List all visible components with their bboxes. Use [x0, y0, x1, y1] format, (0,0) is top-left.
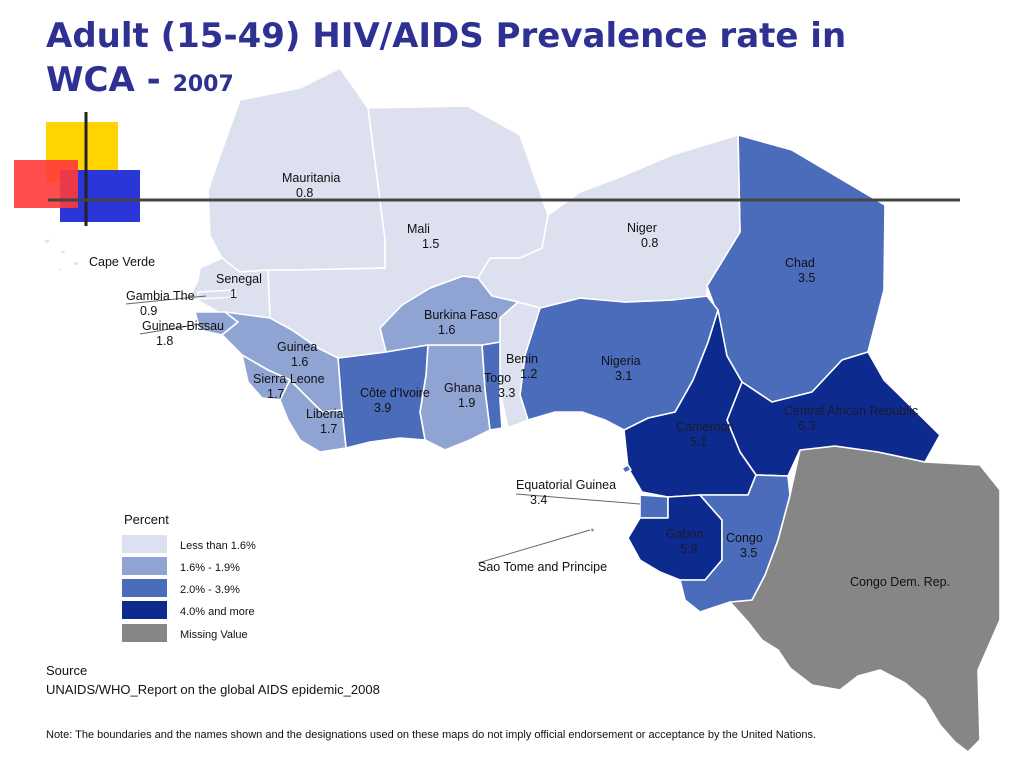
- legend-swatch: [122, 579, 167, 597]
- region-bioko-island: [621, 464, 632, 474]
- legend-swatch: [122, 601, 167, 619]
- disclaimer-note: Note: The boundaries and the names shown…: [46, 729, 817, 741]
- source-text: UNAIDS/WHO_Report on the global AIDS epi…: [46, 682, 380, 697]
- label-sao-tome: Sao Tome and Principe: [478, 560, 608, 574]
- title-year: 2007: [172, 72, 234, 97]
- region-congo: [679, 474, 791, 613]
- legend-swatch: [122, 557, 167, 575]
- region-equatorial-guinea: [639, 494, 669, 519]
- label-cameroon: Cameroon 5.1: [676, 420, 735, 449]
- label-chad: Chad 3.5: [785, 256, 816, 285]
- legend-swatch: [122, 535, 167, 553]
- leader-line-equatorial-guinea: [515, 493, 641, 505]
- leader-line-sao-tome: [477, 529, 591, 564]
- legend-label: 1.6% - 1.9%: [180, 562, 240, 574]
- label-niger: Niger 0.8: [627, 221, 659, 250]
- region-cape-verde-island: [57, 267, 64, 272]
- label-ghana: Ghana 1.9: [444, 381, 482, 410]
- label-equatorial-guinea: Equatorial Guinea 3.4: [516, 478, 617, 507]
- label-guinea: Guinea 1.6: [277, 340, 318, 369]
- label-cape-verde: Cape Verde: [89, 255, 156, 269]
- label-togo: Togo 3.3: [484, 371, 516, 400]
- legend-label: Missing Value: [180, 629, 248, 641]
- label-burkina-faso: Burkina Faso 1.6: [424, 308, 498, 337]
- leader-line-gambia: [125, 295, 207, 305]
- region-benin: [499, 301, 541, 429]
- region-cape-verde-island: [42, 238, 52, 245]
- region-cape-verde-island: [71, 260, 80, 267]
- leader-line-guinea-bissau: [139, 322, 207, 335]
- label-guinea-bissau: Guinea-Bissau 1.8: [142, 319, 224, 348]
- title-text: Adult (15-49) HIV/AIDS Prevalence rate i…: [46, 16, 847, 100]
- region-mauritania: [207, 67, 386, 273]
- source-heading: Source: [46, 663, 88, 678]
- page-title: Adult (15-49) HIV/AIDS Prevalence rate i…: [46, 14, 946, 107]
- label-congo-dem-rep: Congo Dem. Rep.: [850, 575, 951, 589]
- legend-title: Percent: [124, 512, 169, 527]
- region-cape-verde-island: [59, 249, 67, 255]
- label-nigeria: Nigeria 3.1: [601, 354, 641, 383]
- label-car: Central African Republic 6.3: [784, 404, 919, 433]
- legend-label: 4.0% and more: [180, 606, 255, 618]
- label-cote-divoire: Côte d'Ivoire 3.9: [360, 386, 430, 415]
- label-benin: Benin 1.2: [506, 352, 538, 381]
- label-congo: Congo 3.5: [726, 531, 763, 560]
- label-gabon: Gabon 5.9: [666, 527, 704, 556]
- region-liberia: [279, 379, 347, 453]
- label-mauritania: Mauritania 0.8: [282, 171, 341, 200]
- legend-label: Less than 1.6%: [180, 540, 256, 552]
- label-liberia: Liberia 1.7: [306, 407, 344, 436]
- label-senegal: Senegal 1: [216, 272, 262, 301]
- slide-logo: [14, 112, 960, 226]
- label-sierra-leone: Sierra Leone 1.7: [253, 372, 325, 401]
- region-sao-tome-island: [589, 527, 596, 533]
- legend-label: 2.0% - 3.9%: [180, 584, 240, 596]
- label-mali: Mali 1.5: [407, 222, 440, 251]
- legend-swatch: [122, 624, 167, 642]
- label-gambia: Gambia The 0.9: [126, 289, 195, 318]
